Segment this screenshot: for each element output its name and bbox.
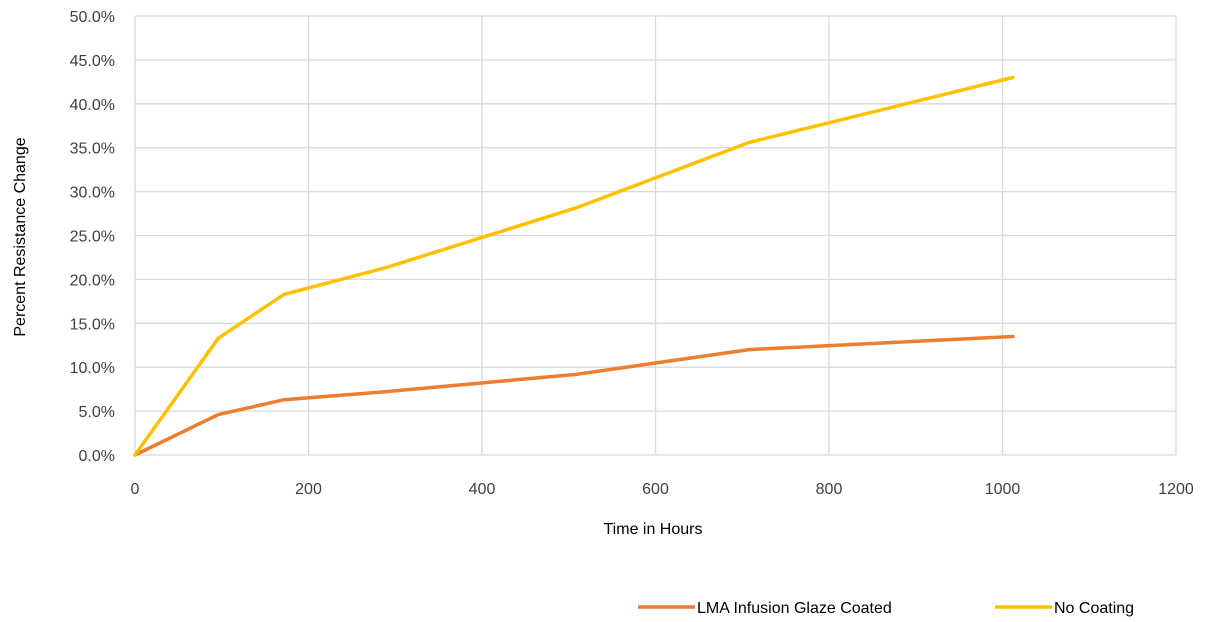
series-lines xyxy=(133,75,1015,457)
y-tick-label: 45.0% xyxy=(70,53,115,70)
y-tick-label: 50.0% xyxy=(70,9,115,26)
y-tick-label: 0.0% xyxy=(79,448,115,465)
axis-tick-labels: 0.0% 5.0% 10.0% 15.0% 20.0% 25.0% 30.0% 35.0% 40… xyxy=(70,9,1194,498)
x-tick-label: 1000 xyxy=(985,481,1021,498)
y-tick-label: 25.0% xyxy=(70,229,115,246)
series-line-1 xyxy=(133,334,1015,457)
x-tick-label: 0 xyxy=(131,481,140,498)
legend-label-2: No Coating xyxy=(1054,600,1134,617)
legend: LMA Infusion Glaze Coated No Coating xyxy=(638,600,1134,617)
x-tick-label: 400 xyxy=(469,481,496,498)
x-tick-label: 600 xyxy=(642,481,669,498)
grid-lines xyxy=(134,15,1177,456)
y-tick-label: 10.0% xyxy=(70,360,115,377)
x-tick-label: 800 xyxy=(816,481,843,498)
y-axis-title: Percent Resistance Change xyxy=(12,137,29,336)
y-tick-label: 5.0% xyxy=(79,404,115,421)
legend-label-1: LMA Infusion Glaze Coated xyxy=(697,600,892,617)
y-tick-label: 35.0% xyxy=(70,141,115,158)
y-tick-label: 40.0% xyxy=(70,97,115,114)
y-tick-label: 30.0% xyxy=(70,185,115,202)
series-line-2 xyxy=(133,75,1015,457)
y-tick-label: 20.0% xyxy=(70,272,115,289)
x-tick-label: 200 xyxy=(295,481,322,498)
x-axis-title: Time in Hours xyxy=(604,521,703,538)
y-tick-label: 15.0% xyxy=(70,316,115,333)
x-tick-label: 1200 xyxy=(1158,481,1194,498)
